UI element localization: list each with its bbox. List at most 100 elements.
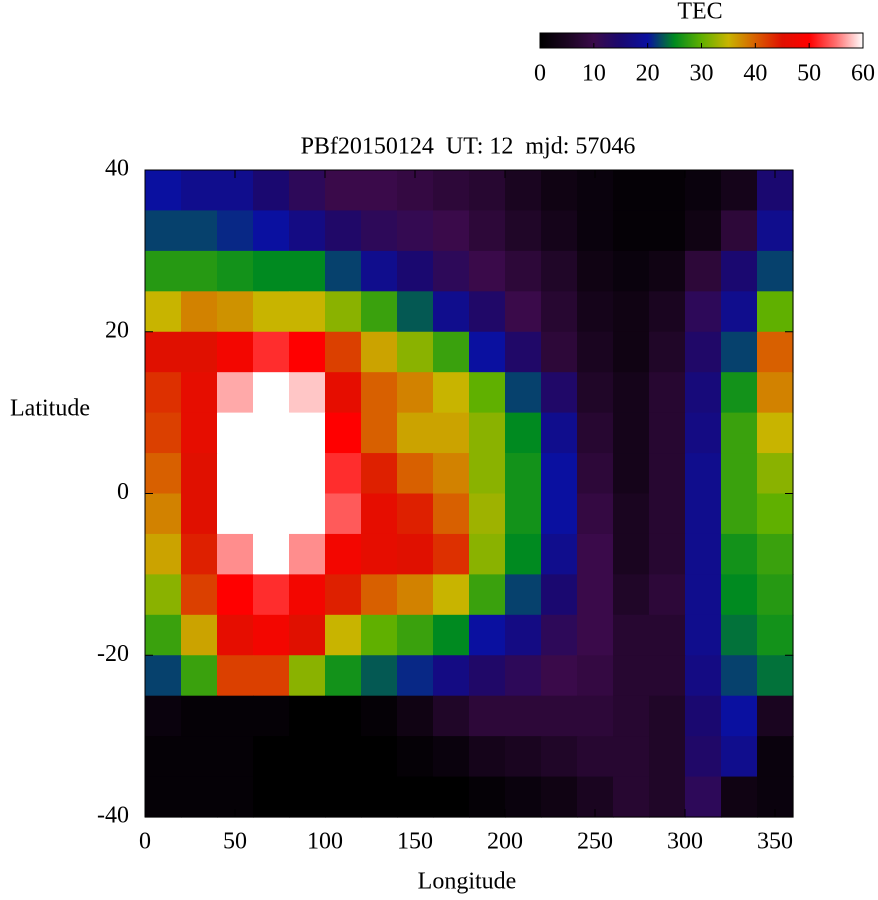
heatmap-cell bbox=[577, 250, 614, 292]
heatmap-cell bbox=[217, 372, 254, 414]
heatmap-cell bbox=[685, 331, 722, 373]
heatmap-cell bbox=[397, 291, 434, 333]
heatmap-cell bbox=[145, 493, 182, 535]
heatmap-cell bbox=[721, 453, 758, 495]
heatmap-cell bbox=[397, 533, 434, 575]
heatmap-cell bbox=[613, 250, 650, 292]
heatmap-cell bbox=[181, 412, 218, 454]
y-axis-label: Latitude bbox=[10, 396, 90, 422]
x-tick-label: 100 bbox=[307, 829, 343, 855]
heatmap-cell bbox=[685, 453, 722, 495]
heatmap-cell bbox=[721, 412, 758, 454]
heatmap-cell bbox=[649, 695, 686, 737]
heatmap-cell bbox=[361, 493, 398, 535]
heatmap-cell bbox=[253, 453, 290, 495]
heatmap-cell bbox=[181, 493, 218, 535]
heatmap-cell bbox=[469, 331, 506, 373]
heatmap-cell bbox=[433, 776, 470, 818]
heatmap-cell bbox=[757, 614, 794, 656]
heatmap-cell bbox=[541, 210, 578, 252]
heatmap-cell bbox=[325, 412, 362, 454]
heatmap-cell bbox=[181, 331, 218, 373]
heatmap-cell bbox=[721, 736, 758, 778]
heatmap-cell bbox=[433, 695, 470, 737]
heatmap-cell bbox=[649, 291, 686, 333]
heatmap-cell bbox=[757, 736, 794, 778]
heatmap-cell bbox=[685, 695, 722, 737]
heatmap-cell bbox=[505, 736, 542, 778]
heatmap-cell bbox=[613, 291, 650, 333]
heatmap-cell bbox=[757, 331, 794, 373]
heatmap-cell bbox=[181, 170, 218, 212]
heatmap-cell bbox=[577, 614, 614, 656]
heatmap-cell bbox=[289, 736, 326, 778]
x-tick-label: 50 bbox=[223, 829, 247, 855]
heatmap-cell bbox=[361, 170, 398, 212]
heatmap-cell bbox=[289, 250, 326, 292]
heatmap-cell bbox=[145, 453, 182, 495]
heatmap-cell bbox=[361, 614, 398, 656]
heatmap-cell bbox=[541, 533, 578, 575]
heatmap-cell bbox=[505, 412, 542, 454]
heatmap-cell bbox=[397, 372, 434, 414]
heatmap-cell bbox=[289, 453, 326, 495]
heatmap-cell bbox=[469, 412, 506, 454]
heatmap-cell bbox=[325, 736, 362, 778]
heatmap-cell bbox=[289, 372, 326, 414]
heatmap-cell bbox=[541, 291, 578, 333]
heatmap-cell bbox=[649, 331, 686, 373]
heatmap-cell bbox=[721, 493, 758, 535]
heatmap-cell bbox=[217, 614, 254, 656]
heatmap-cell bbox=[613, 453, 650, 495]
heatmap-cell bbox=[721, 250, 758, 292]
colorbar-tick-label: 50 bbox=[797, 61, 821, 87]
heatmap-cell bbox=[433, 291, 470, 333]
heatmap-cell bbox=[217, 453, 254, 495]
heatmap-cell bbox=[757, 412, 794, 454]
heatmap-cell bbox=[541, 736, 578, 778]
heatmap-cell bbox=[685, 655, 722, 697]
heatmap-cell bbox=[613, 736, 650, 778]
heatmap-cell bbox=[181, 574, 218, 616]
heatmap-cell bbox=[145, 170, 182, 212]
heatmap-cell bbox=[613, 574, 650, 616]
heatmap-cell bbox=[577, 412, 614, 454]
heatmap-cell bbox=[145, 412, 182, 454]
heatmap-cell bbox=[541, 170, 578, 212]
heatmap-cell bbox=[613, 493, 650, 535]
heatmap-cell bbox=[613, 210, 650, 252]
heatmap-cell bbox=[253, 533, 290, 575]
heatmap-cell bbox=[325, 533, 362, 575]
heatmap-cell bbox=[397, 695, 434, 737]
heatmap-cell bbox=[433, 453, 470, 495]
heatmap-cell bbox=[649, 210, 686, 252]
heatmap-cell bbox=[469, 776, 506, 818]
heatmap-cell bbox=[217, 412, 254, 454]
heatmap-cell bbox=[721, 614, 758, 656]
heatmap-cell bbox=[433, 372, 470, 414]
heatmap-cell bbox=[325, 695, 362, 737]
heatmap-cell bbox=[469, 453, 506, 495]
heatmap-cell bbox=[541, 655, 578, 697]
heatmap-cell bbox=[181, 453, 218, 495]
heatmap-cell bbox=[325, 170, 362, 212]
heatmap-cell bbox=[361, 372, 398, 414]
heatmap-cell bbox=[541, 574, 578, 616]
heatmap-cell bbox=[469, 250, 506, 292]
heatmap-cell bbox=[217, 250, 254, 292]
heatmap-cell bbox=[397, 331, 434, 373]
heatmap-cell bbox=[433, 250, 470, 292]
heatmap-cell bbox=[361, 331, 398, 373]
heatmap-cell bbox=[757, 453, 794, 495]
heatmap-cell bbox=[469, 291, 506, 333]
x-axis-label: Longitude bbox=[418, 869, 517, 895]
heatmap-cell bbox=[685, 291, 722, 333]
heatmap-cell bbox=[685, 736, 722, 778]
heatmap-cell bbox=[577, 695, 614, 737]
heatmap-cell bbox=[505, 331, 542, 373]
heatmap-cell bbox=[433, 210, 470, 252]
heatmap-cell bbox=[649, 412, 686, 454]
heatmap-cell bbox=[757, 574, 794, 616]
heatmap-cell bbox=[577, 574, 614, 616]
heatmap-cell bbox=[181, 250, 218, 292]
